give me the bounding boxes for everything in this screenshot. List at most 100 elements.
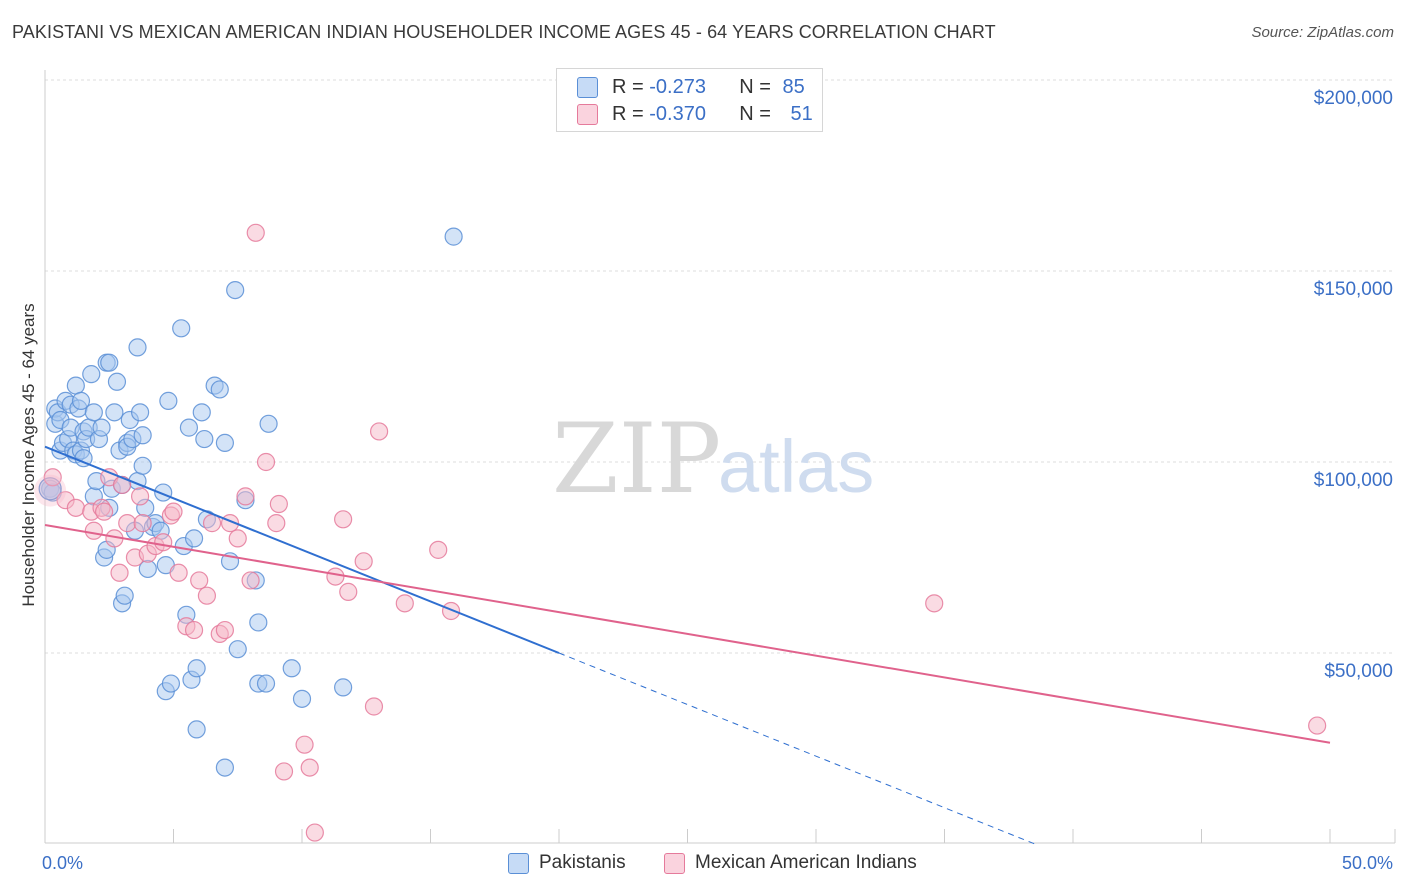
point-pakistanis (92, 418, 111, 437)
point-pakistanis (130, 403, 150, 422)
point-mexican-american-indians (295, 735, 314, 754)
point-mexican-american-indians (130, 487, 150, 506)
point-mexican-american-indians (197, 586, 217, 605)
point-mexican-american-indians (84, 521, 103, 540)
point-mexican-american-indians (190, 571, 209, 590)
point-mexican-american-indians (164, 502, 183, 521)
point-pakistanis (292, 689, 312, 708)
point-pakistanis (334, 678, 353, 697)
watermark-zip: ZIP (552, 403, 721, 515)
legend-item-mexican-american-indians[interactable]: Mexican American Indians (664, 852, 917, 874)
point-mexican-american-indians-cluster (34, 474, 67, 507)
point-mexican-american-indians (236, 487, 255, 506)
point-mexican-american-indians (95, 502, 114, 521)
y-tick-label: $150,000 (1314, 279, 1393, 300)
legend-swatch-blue (577, 76, 598, 98)
chart-title: PAKISTANI VS MEXICAN AMERICAN INDIAN HOU… (12, 22, 996, 42)
point-mexican-american-indians (395, 594, 414, 613)
point-pakistanis (82, 365, 101, 384)
point-mexican-american-indians (246, 223, 265, 242)
n-label: N = (739, 75, 771, 98)
point-mexican-american-indians (300, 758, 319, 777)
point-mexican-american-indians (241, 571, 260, 590)
point-mexican-american-indians (228, 529, 247, 548)
point-mexican-american-indians (110, 563, 129, 582)
point-pakistanis (172, 319, 191, 338)
trend-line-pakistanis-extension (558, 652, 1035, 845)
point-pakistanis (249, 613, 268, 632)
stats-row-mexican-american-indians: R = -0.370 N = 51 (577, 102, 813, 126)
point-pakistanis (228, 640, 247, 659)
point-mexican-american-indians (441, 601, 461, 621)
point-mexican-american-indians (354, 552, 373, 571)
series-mexican-american-indians-points (34, 223, 1327, 842)
point-pakistanis (184, 529, 204, 548)
point-mexican-american-indians (339, 582, 358, 601)
x-tick-label: 0.0% (42, 853, 83, 873)
point-pakistanis (187, 720, 206, 739)
point-mexican-american-indians (326, 567, 345, 586)
point-pakistanis (133, 426, 152, 445)
point-mexican-american-indians (364, 697, 384, 716)
trend-lines (44, 445, 1331, 845)
point-pakistanis (133, 456, 152, 475)
trend-line-mexican-american-indians (44, 524, 1331, 744)
point-mexican-american-indians (169, 563, 188, 582)
n-label: N = (739, 102, 771, 125)
point-pakistanis (282, 659, 301, 678)
legend-label-mexican-american-indians: Mexican American Indians (695, 852, 917, 873)
r-label: R = (612, 102, 644, 125)
point-mexican-american-indians (154, 533, 173, 552)
point-pakistanis (105, 403, 124, 422)
point-mexican-american-indians (429, 540, 448, 559)
point-mexican-american-indians (267, 514, 286, 533)
point-pakistanis (195, 429, 214, 449)
point-mexican-american-indians (118, 514, 137, 533)
point-pakistanis (210, 380, 229, 399)
legend-swatch-pink (577, 103, 598, 125)
legend-label-pakistanis: Pakistanis (539, 852, 626, 873)
stats-legend: R = -0.273 N = 85 R = -0.370 N = 51 (556, 68, 823, 132)
point-pakistanis (259, 414, 278, 433)
point-pakistanis (107, 372, 127, 391)
y-tick-label: $100,000 (1314, 470, 1393, 491)
point-mexican-american-indians (1308, 716, 1327, 735)
y-axis-label: Householder Income Ages 45 - 64 years (19, 303, 38, 606)
y-tick-label: $200,000 (1314, 88, 1393, 109)
r-value: -0.273 (649, 75, 706, 98)
series-legend: Pakistanis Mexican American Indians (0, 852, 1406, 878)
r-label: R = (612, 75, 644, 98)
stats-row-pakistanis: R = -0.273 N = 85 (577, 75, 805, 99)
point-pakistanis (128, 338, 147, 357)
point-mexican-american-indians (215, 620, 234, 640)
point-mexican-american-indians (925, 594, 944, 613)
point-mexican-american-indians (133, 514, 152, 533)
point-pakistanis (187, 659, 206, 678)
n-value: 51 (790, 102, 813, 125)
point-mexican-american-indians (43, 468, 62, 487)
trend-line-pakistanis (44, 445, 560, 654)
point-pakistanis (100, 353, 119, 372)
n-value: 85 (782, 75, 805, 98)
watermark: ZIP atlas (552, 403, 874, 515)
point-pakistanis (192, 403, 211, 422)
point-mexican-american-indians (112, 475, 132, 495)
point-pakistanis (226, 281, 245, 300)
source-credit: Source: ZipAtlas.com (1251, 24, 1394, 41)
point-pakistanis (215, 758, 234, 777)
point-mexican-american-indians (334, 510, 353, 529)
legend-item-pakistanis[interactable]: Pakistanis (508, 852, 626, 874)
point-pakistanis (71, 391, 91, 410)
point-pakistanis (444, 227, 463, 246)
grid-lines (45, 79, 1395, 654)
point-pakistanis (84, 403, 103, 422)
axes (44, 70, 1396, 844)
point-pakistanis (161, 674, 181, 693)
point-mexican-american-indians (305, 823, 324, 842)
point-mexican-american-indians (184, 620, 204, 640)
point-pakistanis (256, 674, 276, 693)
legend-swatch-blue (508, 852, 529, 874)
r-value: -0.370 (649, 102, 706, 125)
point-pakistanis (66, 376, 85, 395)
